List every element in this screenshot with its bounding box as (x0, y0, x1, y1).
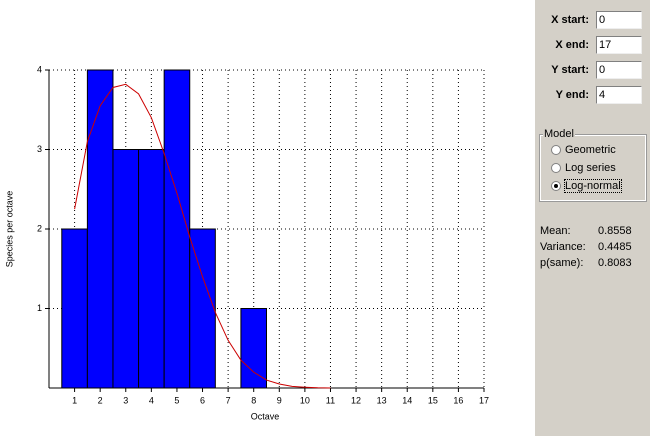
x-tick-label: 17 (479, 395, 489, 405)
x-tick-label: 6 (200, 395, 205, 405)
stat-label: Mean: (540, 225, 571, 237)
text-input[interactable]: 4 (596, 86, 642, 104)
x-tick-label: 12 (351, 395, 361, 405)
group-box (539, 134, 647, 202)
x-tick-label: 11 (326, 395, 335, 405)
x-tick-label: 5 (174, 395, 179, 405)
x-tick-label: 14 (402, 395, 412, 405)
field-label: Y start: (551, 64, 589, 76)
chart: Octave Species per octave 1 2 3 4 5 6 7 8 9 10 11 1… (4, 64, 489, 421)
x-tick-label: 2 (98, 395, 103, 405)
group-title: Model (543, 128, 575, 140)
x-tick-label: 7 (226, 395, 231, 405)
x-tick-label: 9 (277, 395, 282, 405)
radio-label: Geometric (565, 144, 616, 156)
stat-value: 0.4485 (598, 241, 632, 253)
y-tick-label: 2 (37, 223, 42, 233)
x-tick-label: 8 (251, 395, 256, 405)
x-tick-label: 1 (72, 395, 77, 405)
text-input[interactable]: 0 (596, 61, 642, 79)
radio-button[interactable] (551, 163, 561, 173)
radio-option[interactable]: Log series (551, 162, 616, 174)
x-tick-label: 10 (300, 395, 310, 405)
y-tick-label: 1 (37, 303, 42, 313)
bar (61, 228, 88, 389)
bar (86, 69, 114, 389)
y-axis-label: Species per octave (4, 191, 14, 268)
x-tick-label: 16 (453, 395, 463, 405)
field-label: X start: (551, 14, 589, 26)
bar (112, 149, 140, 389)
y-tick-label: 3 (37, 144, 42, 154)
stat-label: Variance: (540, 241, 586, 253)
fit-curve (74, 83, 331, 389)
radio-button[interactable] (551, 145, 561, 155)
x-tick-label: 4 (149, 395, 154, 405)
field-label: Y end: (555, 89, 589, 101)
field-label: X end: (555, 39, 589, 51)
x-axis-label: Octave (251, 411, 280, 421)
radio-button[interactable] (551, 181, 561, 191)
bar (163, 69, 191, 389)
x-tick-label: 13 (377, 395, 387, 405)
stat-value: 0.8083 (598, 257, 632, 269)
x-tick-label: 3 (123, 395, 128, 405)
bar (189, 228, 216, 389)
stat-label: p(same): (540, 257, 584, 269)
radio-option[interactable]: Geometric (551, 144, 616, 156)
stat-value: 0.8558 (598, 225, 632, 237)
y-tick-label: 4 (37, 64, 42, 74)
radio-label: Log-normal (564, 179, 622, 193)
text-input[interactable]: 17 (596, 36, 642, 54)
x-tick-label: 15 (428, 395, 438, 405)
control-panel: X start: 0 X end: 17 Y start: 0 Y end: 4 Model Ge… (535, 0, 650, 436)
radio-option[interactable]: Log-normal (551, 179, 622, 193)
radio-label: Log series (565, 162, 616, 174)
text-input[interactable]: 0 (596, 11, 642, 29)
bar (138, 149, 165, 389)
bar (240, 308, 267, 389)
